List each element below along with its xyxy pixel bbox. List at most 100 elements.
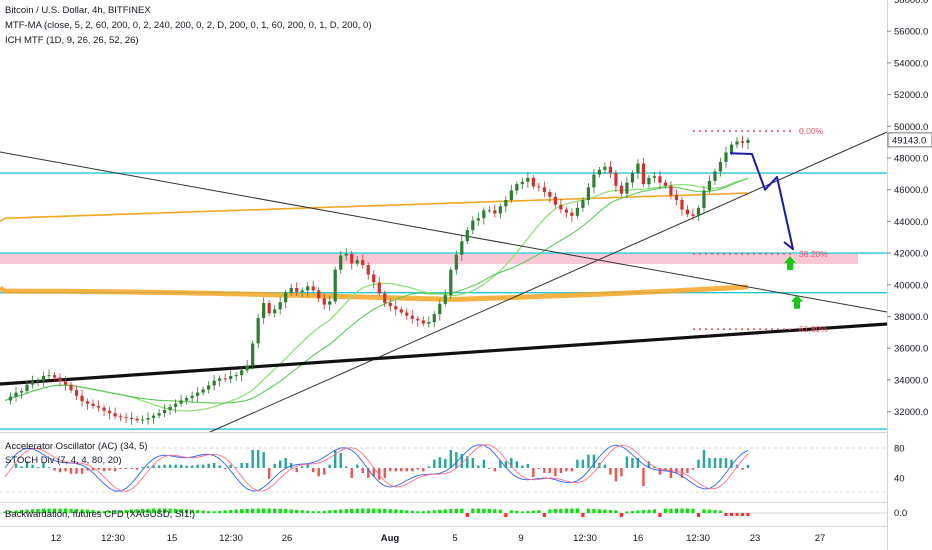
back-bar bbox=[140, 508, 145, 513]
candle-body bbox=[289, 287, 293, 293]
ac-bar bbox=[713, 458, 717, 468]
ac-bar bbox=[554, 468, 557, 477]
candle-body bbox=[663, 182, 668, 186]
candle-body bbox=[669, 185, 673, 196]
ac-bar bbox=[163, 464, 166, 468]
ac-bar bbox=[240, 463, 243, 468]
back-bar bbox=[449, 509, 453, 513]
back-bar bbox=[432, 510, 436, 513]
ac-bar bbox=[636, 458, 640, 468]
back-bar bbox=[19, 510, 24, 513]
ac-bar bbox=[510, 458, 513, 468]
back-bar bbox=[537, 510, 541, 513]
back-bar bbox=[179, 509, 183, 513]
candle-body bbox=[482, 210, 486, 219]
back-bar bbox=[410, 510, 414, 513]
candle-body bbox=[410, 315, 414, 319]
candle-body bbox=[465, 230, 469, 242]
ac-bar bbox=[168, 464, 172, 468]
ac-bar bbox=[312, 468, 315, 473]
ac-bar bbox=[201, 464, 205, 468]
price-tick-label: 36000.0 bbox=[894, 344, 928, 355]
back-bar bbox=[174, 508, 178, 513]
ac-bar bbox=[658, 468, 662, 475]
candle-body bbox=[273, 309, 277, 314]
back-bar bbox=[372, 508, 376, 513]
ac-bar bbox=[499, 460, 502, 468]
candle-body bbox=[421, 320, 425, 324]
candle-body bbox=[575, 207, 579, 216]
back-bar bbox=[553, 509, 557, 513]
back-bar bbox=[157, 508, 161, 513]
candle-body bbox=[564, 209, 568, 213]
time-tick-label: 16 bbox=[633, 533, 644, 544]
candle-body bbox=[196, 392, 200, 396]
ac-bar bbox=[267, 468, 271, 479]
back-bar bbox=[36, 508, 40, 513]
ac-bar bbox=[504, 461, 508, 468]
candle-body bbox=[685, 209, 690, 215]
ac-bar bbox=[317, 468, 320, 477]
candle-body bbox=[542, 187, 546, 193]
candle-body bbox=[471, 220, 475, 231]
back-bar bbox=[96, 510, 101, 513]
fib-label: 61.80% bbox=[799, 324, 828, 334]
ac-bar bbox=[301, 466, 304, 468]
ac-bar bbox=[405, 468, 408, 472]
back-bar bbox=[196, 510, 200, 513]
legend-stoch: STOCH Div (7, 4, 4, 80, 20) bbox=[5, 455, 122, 466]
time-tick-label: 9 bbox=[518, 533, 523, 544]
back-bar bbox=[344, 509, 348, 513]
ac-bar bbox=[730, 459, 733, 468]
candle-body bbox=[328, 301, 332, 305]
back-bar bbox=[531, 510, 535, 513]
back-tick-label: 0.0 bbox=[894, 508, 907, 519]
ac-bar bbox=[53, 468, 56, 471]
ac-bar bbox=[47, 467, 51, 469]
up-arrow-2 bbox=[791, 294, 803, 309]
back-bar bbox=[152, 508, 156, 513]
ac-bar bbox=[146, 466, 150, 468]
ac-bar bbox=[278, 460, 282, 468]
ac-bar bbox=[603, 464, 607, 468]
main-pane[interactable] bbox=[0, 0, 887, 432]
back-bar bbox=[240, 509, 244, 513]
legend-symbol: Bitcoin / U.S. Dollar, 4h, BITFINEX bbox=[5, 5, 151, 16]
candle-body bbox=[674, 195, 679, 201]
back-bar bbox=[564, 508, 568, 513]
candle-body bbox=[592, 174, 596, 188]
ac-bar bbox=[190, 465, 194, 468]
ac-bar bbox=[724, 458, 728, 468]
ac-bar bbox=[367, 468, 370, 478]
back-bar bbox=[355, 508, 359, 513]
candle-body bbox=[295, 287, 299, 292]
back-bar bbox=[476, 508, 480, 513]
candle-body bbox=[735, 141, 739, 145]
legend-ac: Accelerator Oscillator (AC) (34, 5) bbox=[5, 441, 148, 452]
time-axis[interactable]: 12 12:30 15 12:30 26 Aug 5 9 12:30 16 12:30 23 27 bbox=[51, 533, 826, 544]
ma-slow-green bbox=[4, 177, 749, 404]
candle-body bbox=[724, 152, 728, 162]
candle-body bbox=[586, 187, 590, 201]
legend-ichimoku: ICH MTF (1D, 9, 26, 26, 52, 26) bbox=[5, 35, 139, 46]
ac-bar bbox=[14, 463, 18, 468]
candle-body bbox=[267, 303, 271, 314]
candle-body bbox=[641, 163, 646, 185]
candle-body bbox=[262, 303, 266, 319]
candle-body bbox=[652, 176, 657, 178]
ac-bar bbox=[218, 465, 221, 468]
candle-body bbox=[520, 181, 524, 185]
candle-body bbox=[394, 306, 398, 310]
ac-bar bbox=[229, 464, 232, 468]
back-bar bbox=[399, 509, 403, 513]
candle-body bbox=[740, 141, 745, 143]
back-bar bbox=[300, 510, 304, 513]
ac-bar bbox=[592, 454, 596, 468]
price-axis[interactable]: 58000.0 56000.0 54000.0 52000.0 50000.0 48000… bbox=[887, 0, 932, 418]
time-tick-label: 12:30 bbox=[573, 533, 597, 544]
candle-body bbox=[553, 196, 557, 205]
candle-body bbox=[8, 396, 13, 401]
trendlines bbox=[0, 131, 888, 433]
back-bar bbox=[586, 508, 590, 513]
